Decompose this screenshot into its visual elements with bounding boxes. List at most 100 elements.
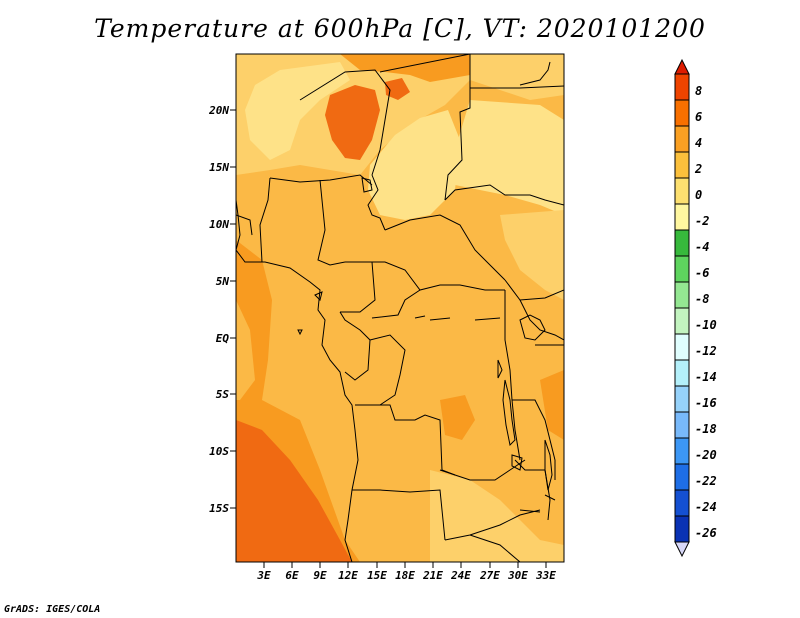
lon-label: 30E bbox=[507, 569, 528, 582]
colorbar-label: 2 bbox=[694, 162, 702, 176]
credit-text: GrADS: IGES/COLA bbox=[4, 604, 101, 615]
colorbar-segment bbox=[674, 99, 690, 127]
border-tanzania bbox=[512, 399, 556, 480]
colorbar-label: 4 bbox=[695, 136, 702, 150]
border-nigeria-east bbox=[317, 179, 346, 266]
colorbar-label: -18 bbox=[695, 422, 717, 436]
lake-tanganyika bbox=[502, 379, 516, 447]
colorbar-segment bbox=[674, 307, 690, 335]
field-north-pale bbox=[245, 62, 350, 160]
lon-label: 12E bbox=[338, 569, 358, 582]
lon-label: 9E bbox=[313, 569, 327, 582]
colorbar-segment bbox=[674, 255, 690, 283]
border-sudan bbox=[444, 184, 564, 206]
lat-label: 10S bbox=[209, 445, 229, 458]
field-patch-1 bbox=[440, 395, 475, 440]
lat-label: 15N bbox=[209, 161, 229, 174]
map-frame bbox=[235, 53, 565, 563]
map-title: Temperature at 600hPa [C], VT: 202010120… bbox=[94, 14, 706, 43]
field-southeast bbox=[430, 470, 564, 562]
colorbar-label: 6 bbox=[695, 110, 702, 124]
border-libya-egypt bbox=[470, 85, 564, 89]
colorbar-segment bbox=[674, 411, 690, 439]
lat-label: 5N bbox=[216, 275, 230, 288]
border-drc-east bbox=[504, 290, 521, 461]
border-zambia bbox=[439, 459, 526, 481]
lake-malawi bbox=[544, 439, 553, 491]
lon-label: 27E bbox=[479, 569, 500, 582]
border-sahara bbox=[299, 69, 391, 176]
border-angola bbox=[355, 404, 456, 476]
lon-label: 15E bbox=[367, 569, 387, 582]
border-coast-states bbox=[236, 214, 253, 236]
colorbar-label: 8 bbox=[695, 84, 702, 98]
colorbar-label: -16 bbox=[695, 396, 717, 410]
border-central-african bbox=[384, 214, 506, 281]
field-east-mid bbox=[500, 210, 564, 300]
colorbar-bottom-arrow bbox=[674, 541, 690, 558]
island-sao-tome bbox=[297, 329, 303, 336]
country-borders bbox=[236, 54, 564, 562]
colorbar-label: -26 bbox=[695, 526, 717, 540]
colorbar-segment bbox=[674, 281, 690, 309]
field-west-inner bbox=[236, 300, 255, 400]
colorbar-segment bbox=[674, 229, 690, 257]
lat-label: 15S bbox=[209, 502, 229, 515]
colorbar-label: -8 bbox=[695, 292, 709, 306]
colorbar-top-arrow bbox=[674, 58, 690, 75]
river-congo-2 bbox=[429, 317, 451, 321]
river-congo-3 bbox=[474, 317, 501, 321]
lake-mweru bbox=[511, 454, 523, 471]
colorbar-segment bbox=[674, 203, 690, 231]
field-southwest-hot bbox=[236, 420, 352, 562]
lon-ticks bbox=[263, 562, 547, 568]
lon-label: 18E bbox=[395, 569, 415, 582]
colorbar-label: -12 bbox=[695, 344, 717, 358]
border-zambia-south bbox=[444, 509, 541, 541]
field-north-central-pale bbox=[368, 110, 460, 220]
colorbar-segment bbox=[674, 125, 690, 153]
lat-labels: 20N 15N 10N 5N EQ 5S 10S 15S bbox=[208, 104, 229, 515]
border-sahara-east bbox=[379, 54, 471, 73]
lat-ticks bbox=[230, 109, 236, 509]
field-northeast bbox=[470, 54, 564, 100]
lat-label: 10N bbox=[209, 218, 229, 231]
colorbar-segment bbox=[674, 151, 690, 179]
border-cameroon bbox=[340, 261, 376, 313]
lon-label: 6E bbox=[285, 569, 299, 582]
border-angola-south bbox=[352, 489, 446, 541]
colorbar-segment bbox=[674, 333, 690, 361]
river-congo-1 bbox=[414, 315, 426, 319]
field-patch-2 bbox=[540, 370, 564, 440]
colorbar-segment bbox=[674, 489, 690, 517]
temperature-field bbox=[236, 54, 564, 562]
colorbar-label: -6 bbox=[695, 266, 709, 280]
colorbar-segment bbox=[674, 177, 690, 205]
lat-label: 20N bbox=[208, 104, 229, 117]
border-southeast bbox=[469, 534, 521, 562]
lon-label: 21E bbox=[422, 569, 443, 582]
field-hotspot bbox=[325, 85, 380, 160]
colorbar-label: -22 bbox=[695, 474, 717, 488]
lat-label: 5S bbox=[216, 388, 230, 401]
colorbar-label: -24 bbox=[695, 500, 717, 514]
lon-label: 33E bbox=[535, 569, 556, 582]
lon-label: 3E bbox=[256, 569, 271, 582]
colorbar-label: -4 bbox=[695, 240, 709, 254]
border-northeast-coast bbox=[519, 61, 551, 86]
coastline-west bbox=[236, 199, 359, 562]
colorbar-segment bbox=[674, 73, 690, 101]
zambezi-1 bbox=[519, 509, 541, 513]
lake-chad bbox=[361, 177, 373, 193]
colorbar-label: -14 bbox=[695, 370, 717, 384]
island-bioko bbox=[314, 291, 323, 301]
lake-kivu bbox=[497, 359, 503, 379]
colorbar-label: -10 bbox=[695, 318, 717, 332]
zambezi-2 bbox=[544, 494, 556, 501]
colorbar-segment bbox=[674, 437, 690, 465]
colorbar-label: -2 bbox=[695, 214, 709, 228]
colorbar-segment bbox=[674, 385, 690, 413]
border-car-south bbox=[372, 261, 505, 291]
colorbar: 8 6 4 2 0 -2 -4 -6 -8 -10 -12 -14 -16 -18 -20 -22 -24 -26 bbox=[674, 58, 717, 558]
